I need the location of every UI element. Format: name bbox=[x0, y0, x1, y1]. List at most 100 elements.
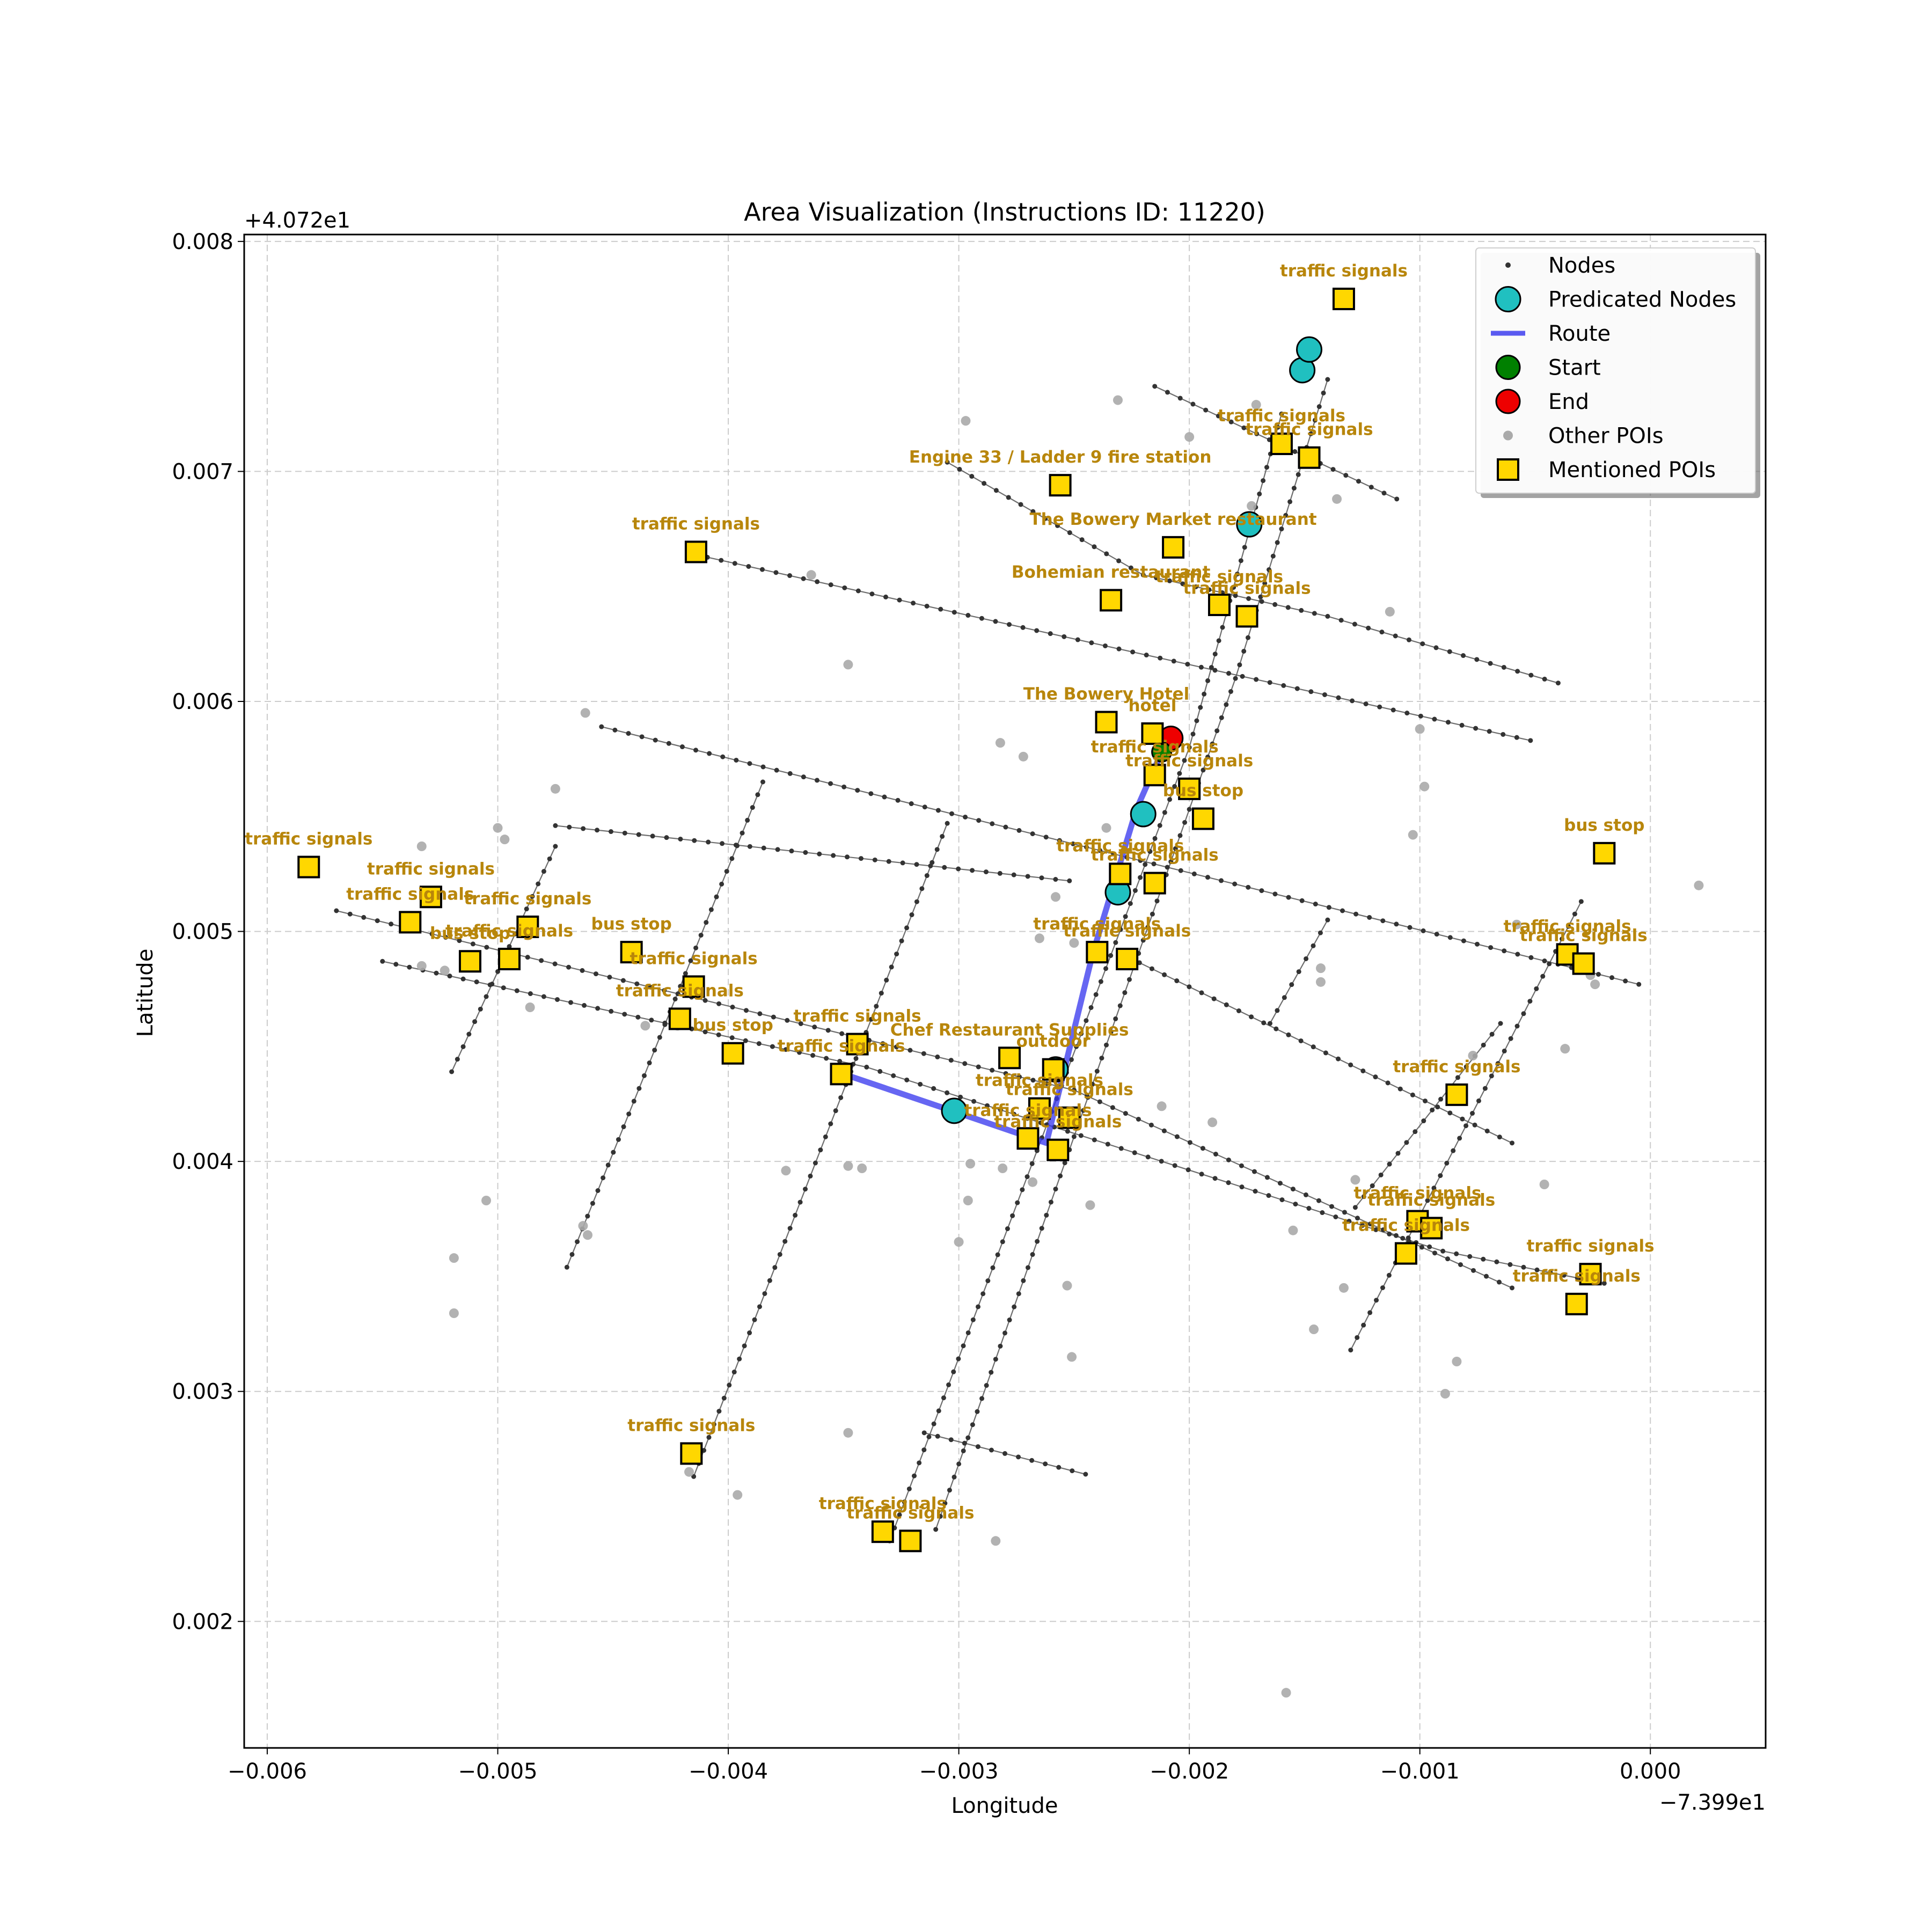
mentioned-poi-label: traffic signals bbox=[367, 859, 495, 879]
street-node bbox=[1016, 1454, 1021, 1460]
street-node bbox=[711, 1422, 716, 1427]
street-node bbox=[553, 823, 558, 828]
street-node bbox=[595, 1006, 601, 1011]
street-node bbox=[1470, 1111, 1475, 1116]
street-node bbox=[1067, 878, 1072, 883]
other-poi-point bbox=[843, 660, 853, 670]
mentioned-poi-marker bbox=[682, 975, 705, 998]
mentioned-poi-label: traffic signals bbox=[1513, 1267, 1641, 1286]
mentioned-poi-label: hotel bbox=[1128, 696, 1176, 715]
street-node bbox=[1387, 1231, 1392, 1236]
street-node bbox=[672, 997, 678, 1002]
street-node bbox=[997, 870, 1002, 876]
street-node bbox=[1177, 396, 1183, 401]
street-node bbox=[1266, 1193, 1271, 1198]
street-node bbox=[1483, 1274, 1489, 1279]
street-node bbox=[993, 1357, 998, 1362]
mentioned-poi-label: traffic signals bbox=[1155, 567, 1283, 587]
street-node bbox=[1578, 899, 1584, 904]
street-node bbox=[746, 564, 751, 569]
street-node bbox=[922, 804, 927, 810]
street-node bbox=[895, 797, 901, 803]
x-tick-label: −0.001 bbox=[1380, 1759, 1460, 1784]
street-node bbox=[945, 459, 950, 465]
street-node bbox=[729, 1035, 735, 1041]
street-node bbox=[720, 841, 725, 846]
street-node bbox=[457, 938, 462, 943]
street-node bbox=[743, 1038, 748, 1043]
street-node bbox=[969, 474, 975, 479]
street-node bbox=[552, 961, 558, 967]
other-poi-point bbox=[781, 1166, 791, 1176]
street-node bbox=[787, 1226, 793, 1231]
other-poi-point bbox=[1018, 751, 1028, 762]
street-node bbox=[962, 1061, 968, 1066]
street-node bbox=[1043, 1461, 1048, 1467]
street-node bbox=[1187, 745, 1192, 750]
street-node bbox=[612, 727, 618, 733]
street-node bbox=[653, 737, 658, 743]
street-node bbox=[1182, 819, 1188, 825]
street-node bbox=[1386, 1272, 1392, 1278]
street-node bbox=[1272, 602, 1278, 607]
street-node bbox=[1438, 1096, 1444, 1102]
street-node bbox=[1368, 485, 1374, 490]
street-node bbox=[801, 576, 806, 581]
street-node bbox=[698, 933, 704, 938]
street-node bbox=[1136, 1116, 1141, 1122]
street-node bbox=[1097, 848, 1103, 853]
street-node bbox=[1431, 1185, 1437, 1191]
street-node bbox=[976, 1064, 981, 1070]
other-pois bbox=[416, 395, 1704, 1698]
street-node bbox=[1216, 413, 1221, 419]
street-node bbox=[375, 918, 380, 924]
street-node bbox=[636, 832, 641, 837]
street-node bbox=[380, 958, 385, 964]
street-node bbox=[814, 778, 819, 783]
mentioned-poi-label: traffic signals bbox=[777, 1036, 905, 1056]
street-node bbox=[1474, 657, 1480, 662]
mentioned-poi-label: traffic signals bbox=[994, 1113, 1122, 1132]
other-poi-point bbox=[1288, 1225, 1298, 1235]
street-node bbox=[622, 1012, 627, 1017]
street-node bbox=[539, 958, 544, 963]
street-node bbox=[599, 724, 604, 729]
mentioned-poi-marker bbox=[1565, 1292, 1588, 1315]
other-poi-point bbox=[416, 841, 427, 851]
street-node bbox=[1380, 1227, 1386, 1232]
mentioned-poi-label: Chef Restaurant Supplies bbox=[890, 1020, 1129, 1040]
street-node bbox=[1458, 1262, 1463, 1267]
street-node bbox=[657, 1035, 662, 1040]
mentioned-poi-label: traffic signals bbox=[1342, 1216, 1470, 1235]
street-node bbox=[564, 1264, 569, 1270]
street-node bbox=[1259, 599, 1264, 604]
street-node bbox=[547, 856, 552, 861]
street-node bbox=[1084, 1018, 1089, 1023]
street-node bbox=[894, 1044, 899, 1050]
other-poi-point bbox=[1332, 494, 1342, 504]
street-node bbox=[1015, 1200, 1020, 1205]
street-node bbox=[1566, 924, 1571, 929]
street-node bbox=[489, 982, 495, 987]
street-node bbox=[460, 1044, 466, 1049]
street-node bbox=[1421, 1118, 1426, 1124]
street-node bbox=[1407, 925, 1413, 930]
mentioned-poi-marker bbox=[1178, 777, 1201, 800]
street-node bbox=[767, 1278, 772, 1283]
street-node bbox=[1030, 509, 1036, 514]
street-node bbox=[1113, 940, 1118, 945]
street-node bbox=[1391, 707, 1396, 713]
street-node bbox=[782, 1239, 788, 1244]
street-node bbox=[693, 945, 699, 950]
mentioned-poi-marker bbox=[497, 948, 521, 970]
street-node bbox=[976, 1304, 981, 1309]
street-node bbox=[1261, 478, 1266, 484]
street-node bbox=[1501, 664, 1506, 670]
street-node bbox=[1138, 875, 1143, 880]
street-node bbox=[1007, 622, 1012, 627]
street-node bbox=[1423, 1098, 1428, 1103]
mentioned-poi-label: traffic signals bbox=[1218, 406, 1345, 426]
street-node bbox=[770, 1044, 775, 1049]
street-node bbox=[747, 1330, 752, 1336]
street-node bbox=[716, 1001, 722, 1006]
